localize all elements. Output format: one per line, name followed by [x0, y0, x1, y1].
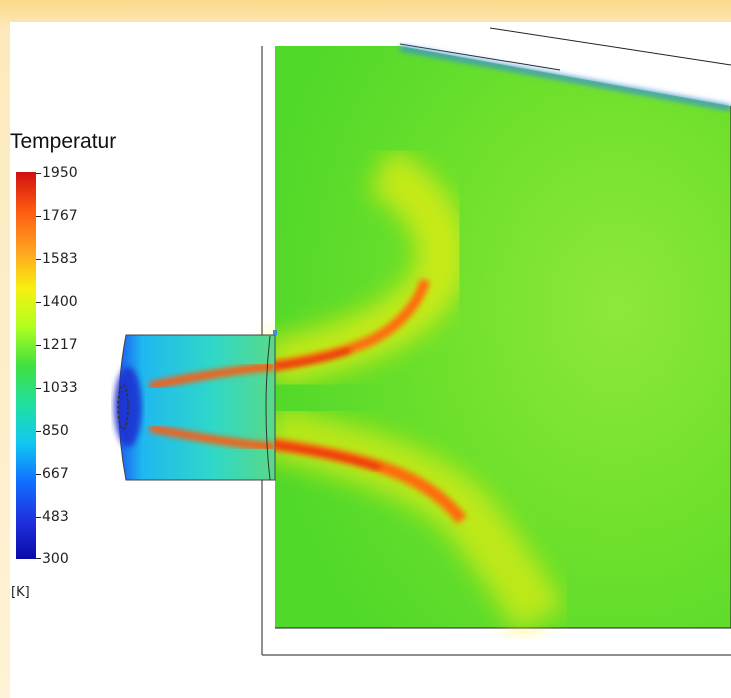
temperature-colorbar: [16, 172, 36, 559]
domain-edge-top-b: [489, 27, 731, 66]
legend-tick-label: 483: [42, 509, 69, 525]
top-wall-cold-layer: [399, 45, 731, 111]
legend-tick: [36, 474, 41, 475]
legend-tick: [36, 431, 41, 432]
swirler-icon: [117, 384, 129, 430]
legend-tick-label: 300: [42, 551, 69, 567]
legend-tick: [36, 259, 41, 260]
legend-tick: [36, 216, 41, 217]
legend-tick-label: 1217: [42, 337, 78, 353]
legend-tick: [36, 388, 41, 389]
legend-tick-label: 1400: [42, 294, 78, 310]
legend-title: Temperatur: [10, 130, 117, 153]
domain-edge-top-a: [399, 43, 561, 71]
legend-tick-label: 1583: [42, 251, 78, 267]
legend-tick-label: 1950: [42, 165, 78, 181]
lower-jet-in-nozzle: [149, 424, 276, 451]
legend-tick: [36, 302, 41, 303]
legend-tick-label: 1033: [42, 380, 78, 396]
lower-flame-halo: [262, 403, 565, 633]
legend-tick: [36, 558, 41, 559]
legend-tick: [36, 517, 41, 518]
nozzle-exit-edge: [265, 335, 271, 481]
burner-nozzle: [118, 334, 276, 481]
legend-tick-label: 667: [42, 466, 69, 482]
upper-jet-in-nozzle: [149, 362, 276, 390]
upper-flame-halo: [263, 147, 467, 390]
legend-unit: [K]: [11, 585, 30, 600]
legend-tick-label: 1767: [42, 208, 78, 224]
legend-tick: [36, 173, 41, 174]
legend-tick-label: 850: [42, 423, 69, 439]
legend-tick: [36, 345, 41, 346]
